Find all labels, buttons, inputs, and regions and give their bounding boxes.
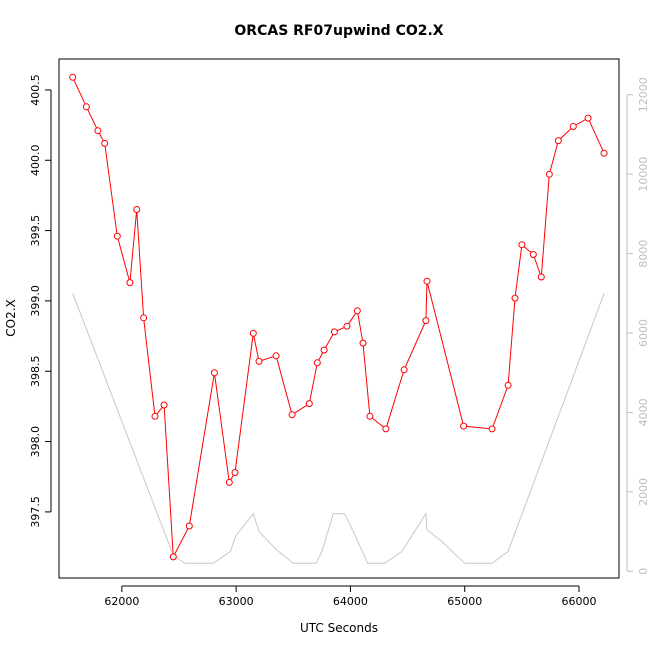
y-tick-label: 399.0 bbox=[29, 285, 42, 317]
y-tick-label: 398.5 bbox=[29, 355, 42, 387]
y-tick-label: 400.5 bbox=[29, 74, 42, 106]
y2-tick-label: 12000 bbox=[637, 77, 650, 112]
co2-point bbox=[140, 314, 148, 322]
co2-point bbox=[69, 73, 77, 81]
co2-point bbox=[101, 139, 109, 147]
co2-line bbox=[72, 77, 605, 559]
co2-point bbox=[400, 366, 408, 374]
y2-tick-label: 6000 bbox=[637, 319, 650, 347]
co2-point bbox=[359, 339, 367, 347]
y2-tick-label: 0 bbox=[637, 568, 650, 575]
co2-point bbox=[133, 206, 141, 213]
co2-point bbox=[288, 411, 296, 419]
co2-point bbox=[151, 412, 159, 420]
y2-tick-label: 8000 bbox=[637, 240, 650, 268]
x-tick-label: 62000 bbox=[104, 595, 139, 608]
co2-point bbox=[126, 279, 134, 287]
co2-point bbox=[600, 149, 608, 157]
y2-tick-label: 4000 bbox=[637, 398, 650, 426]
co2-point bbox=[320, 346, 328, 354]
co2-point bbox=[529, 251, 537, 258]
co2-point bbox=[460, 422, 468, 430]
co2-point bbox=[504, 381, 512, 389]
co2-point bbox=[569, 123, 577, 130]
x-tick-label: 63000 bbox=[219, 595, 254, 608]
y2-tick-label: 2000 bbox=[637, 478, 650, 506]
co2-point bbox=[249, 329, 257, 337]
co2-point bbox=[82, 103, 90, 111]
co2-series-group bbox=[69, 73, 608, 561]
co2-point bbox=[210, 369, 218, 377]
y-axis-title: CO2.X bbox=[4, 299, 18, 337]
chart-title: ORCAS RF07upwind CO2.X bbox=[234, 23, 443, 39]
x-tick-label: 66000 bbox=[562, 595, 597, 608]
co2-point bbox=[584, 114, 592, 122]
co2-point bbox=[545, 170, 553, 178]
co2-point bbox=[423, 277, 431, 285]
co2-point bbox=[231, 469, 239, 476]
x-tick-label: 65000 bbox=[447, 595, 482, 608]
plot-frame bbox=[58, 58, 620, 579]
co2-point bbox=[422, 317, 430, 325]
co2-point bbox=[225, 478, 233, 486]
y-tick-label: 399.5 bbox=[29, 215, 42, 247]
co2-point bbox=[330, 328, 338, 336]
co2-point bbox=[511, 294, 519, 302]
co2-point bbox=[353, 307, 361, 315]
y2-tick-label: 10000 bbox=[637, 157, 650, 192]
y-tick-label: 398.0 bbox=[29, 426, 42, 458]
x-tick-label: 64000 bbox=[333, 595, 368, 608]
y-tick-label: 397.5 bbox=[29, 496, 42, 527]
plot-frame-group bbox=[58, 58, 620, 579]
co2-point bbox=[554, 137, 562, 145]
co2-point bbox=[366, 412, 374, 420]
co2-point bbox=[113, 232, 121, 240]
co2-point bbox=[488, 425, 496, 433]
x-axis-title: UTC Seconds bbox=[300, 621, 378, 635]
axes-group: 62000 63000 64000 65000 66000 397.5 398.0 398.5… bbox=[29, 74, 650, 608]
co2-point bbox=[343, 322, 351, 330]
co2-point bbox=[169, 553, 177, 561]
co2-point bbox=[382, 425, 390, 433]
co2-point bbox=[185, 522, 193, 530]
altitude-line bbox=[72, 293, 605, 564]
co2-point bbox=[537, 273, 545, 281]
co2-point bbox=[160, 401, 168, 409]
altitude-series-group bbox=[72, 293, 605, 564]
co2-point bbox=[255, 357, 263, 365]
co2-point bbox=[518, 241, 526, 249]
co2-point bbox=[94, 127, 102, 135]
co2-point bbox=[272, 352, 280, 360]
co2-point bbox=[313, 359, 321, 367]
y-tick-label: 400.0 bbox=[29, 145, 42, 177]
co2-point bbox=[305, 400, 313, 408]
